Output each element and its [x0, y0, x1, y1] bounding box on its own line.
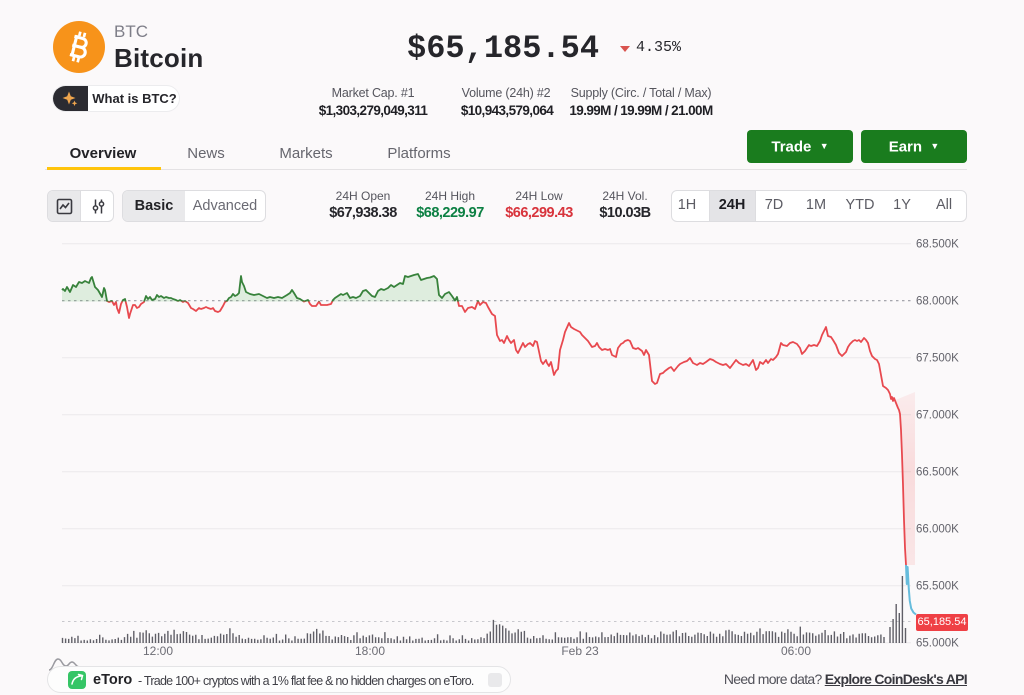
- svg-text:68.000K: 68.000K: [916, 296, 959, 308]
- svg-text:68.500K: 68.500K: [916, 239, 959, 251]
- svg-text:66.500K: 66.500K: [916, 467, 959, 479]
- svg-text:65.500K: 65.500K: [916, 581, 959, 593]
- svg-text:67.500K: 67.500K: [916, 353, 959, 365]
- svg-text:Feb 23: Feb 23: [561, 644, 599, 658]
- svg-text:66.000K: 66.000K: [916, 524, 959, 536]
- svg-text:65.000K: 65.000K: [916, 638, 959, 650]
- svg-text:12:00: 12:00: [143, 644, 173, 658]
- svg-text:67.000K: 67.000K: [916, 410, 959, 422]
- svg-text:06:00: 06:00: [781, 644, 811, 658]
- svg-text:18:00: 18:00: [355, 644, 385, 658]
